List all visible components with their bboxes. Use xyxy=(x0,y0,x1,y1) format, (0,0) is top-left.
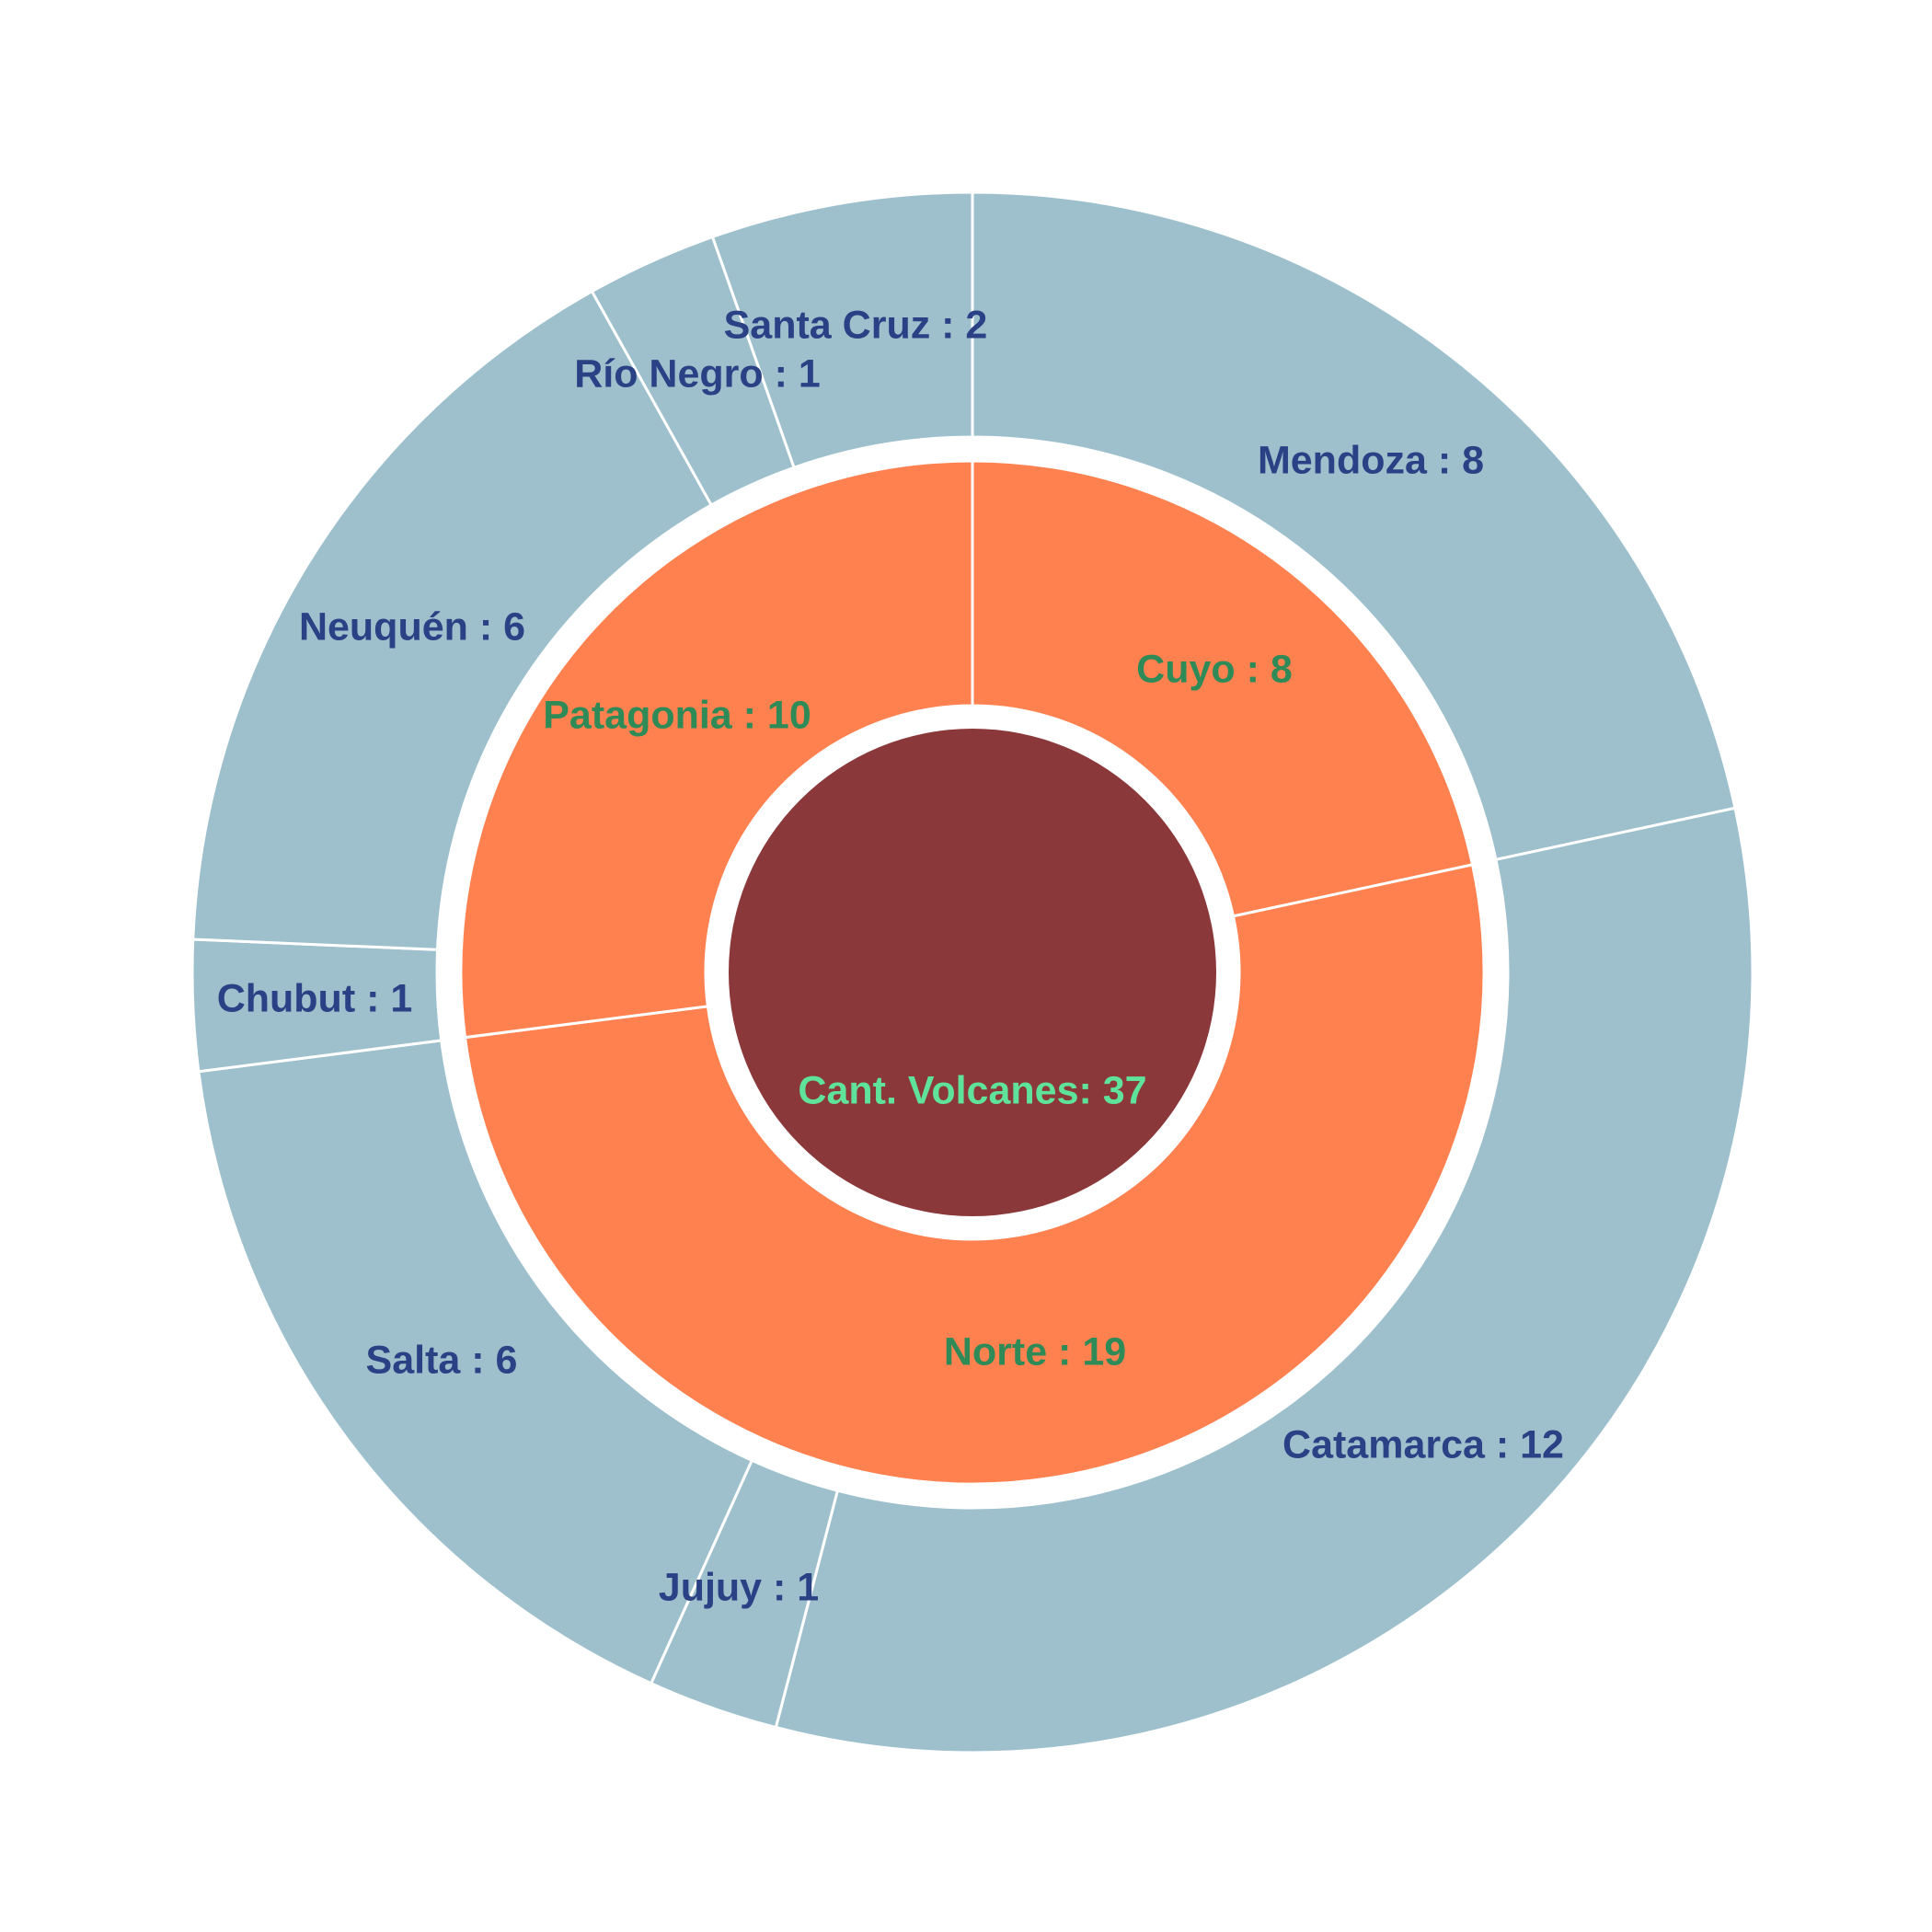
province-label-jujuy: Jujuy : 1 xyxy=(659,1565,819,1609)
region-slice-norte[interactable] xyxy=(463,863,1486,1486)
region-label-patagonia: Patagonia : 10 xyxy=(543,693,811,737)
province-slice-mendoza[interactable] xyxy=(971,190,1737,862)
province-label-rio-negro: Río Negro : 1 xyxy=(574,351,821,396)
province-label-catamarca: Catamarca : 12 xyxy=(1282,1422,1564,1466)
province-slice-salta[interactable] xyxy=(197,1039,754,1685)
province-label-salta: Salta : 6 xyxy=(366,1338,518,1382)
center-label: Cant. Volcanes: 37 xyxy=(798,1068,1146,1112)
province-label-chubut: Chubut : 1 xyxy=(217,976,413,1020)
region-label-norte: Norte : 19 xyxy=(944,1329,1126,1374)
province-label-mendoza: Mendoza : 8 xyxy=(1258,438,1484,482)
province-label-santa-cruz: Santa Cruz : 2 xyxy=(724,303,988,347)
region-slice-patagonia[interactable] xyxy=(459,459,974,1040)
region-label-cuyo: Cuyo : 8 xyxy=(1136,647,1293,691)
center-disc[interactable] xyxy=(729,729,1216,1216)
province-slice-neuquen[interactable] xyxy=(191,289,714,951)
region-slice-cuyo[interactable] xyxy=(971,459,1475,918)
province-label-neuquen: Neuquén : 6 xyxy=(299,604,525,649)
province-slice-catamarca[interactable] xyxy=(774,806,1754,1754)
province-slice-santa-cruz[interactable] xyxy=(710,190,974,470)
